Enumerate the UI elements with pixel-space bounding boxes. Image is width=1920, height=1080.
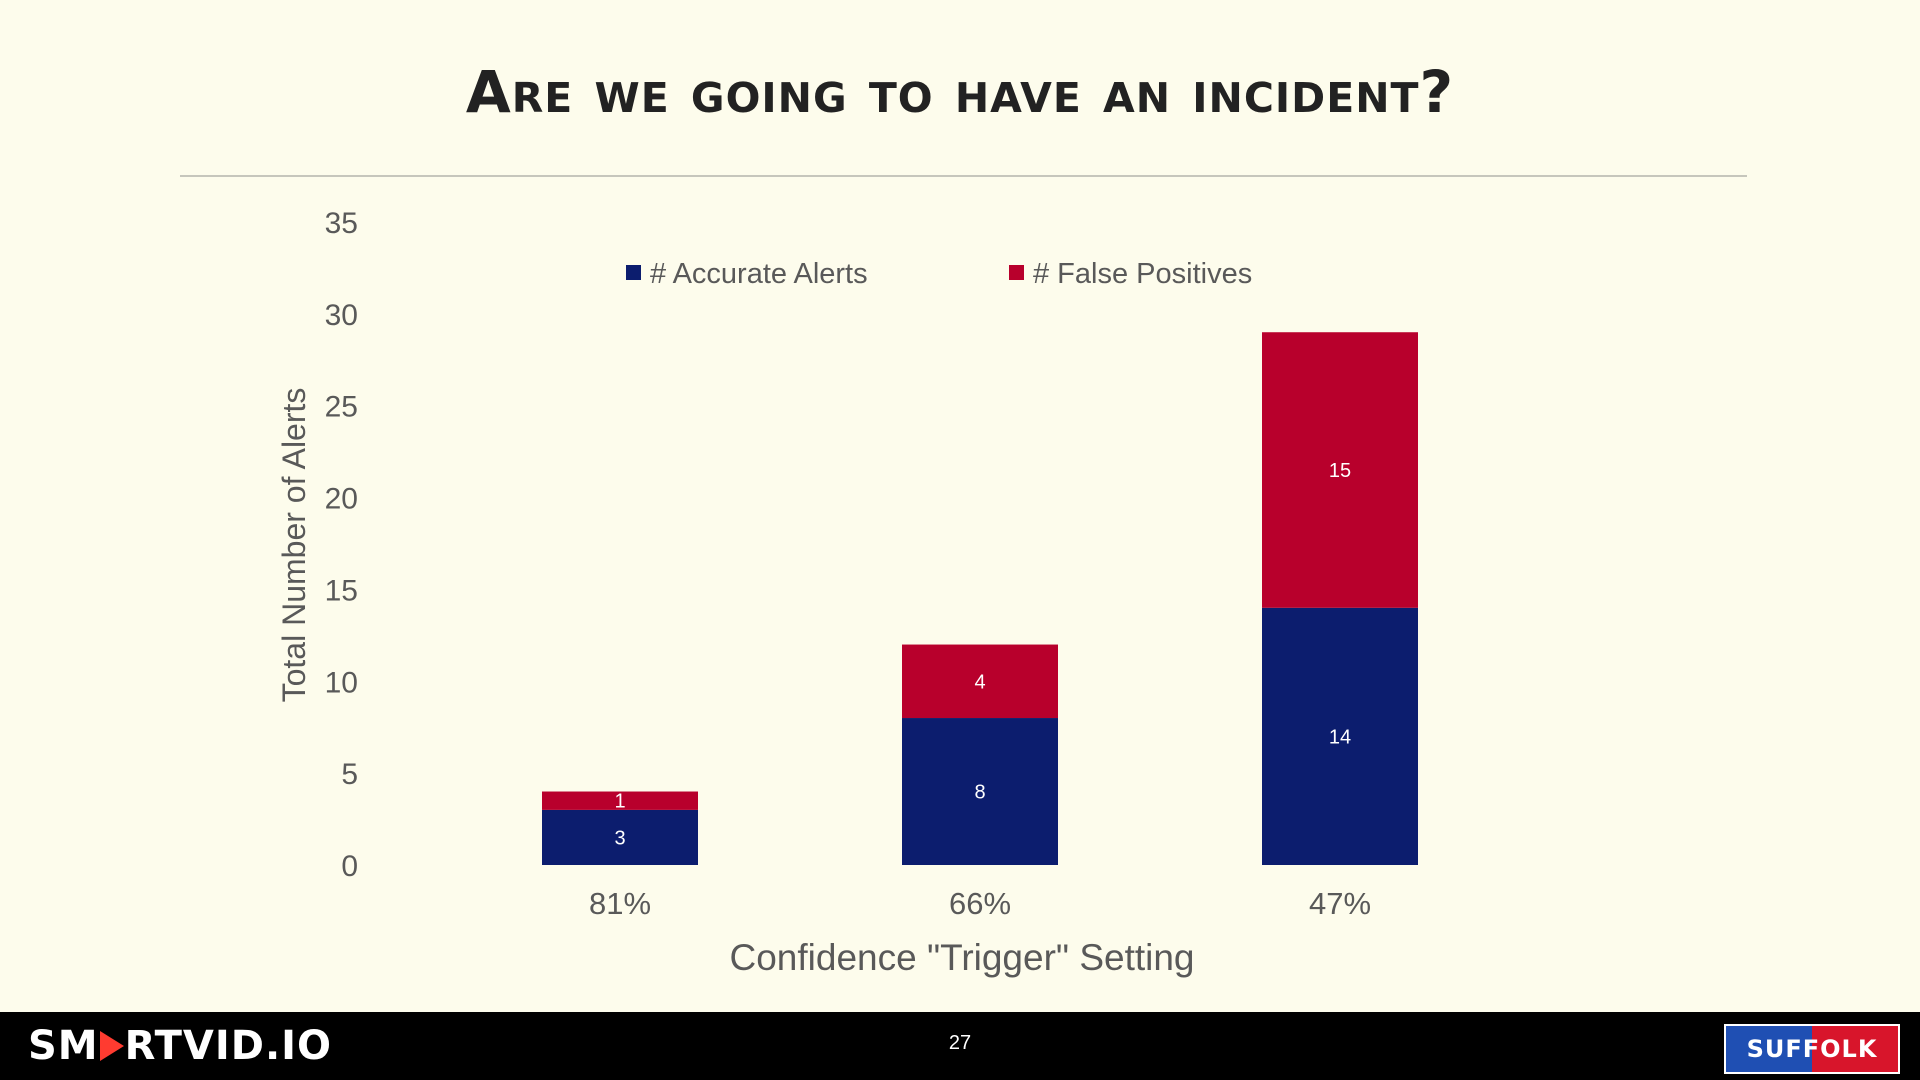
legend-swatch [1009,265,1024,280]
client-logo: SUFFOLK [1724,1024,1900,1074]
y-tick-label: 0 [341,850,358,883]
x-tick-label: 81% [589,886,651,921]
bar-false-positive [1262,332,1418,608]
legend-label: # Accurate Alerts [650,258,868,290]
y-tick-label: 25 [325,391,358,424]
bar-data-label: 1 [614,791,625,813]
y-tick-label: 20 [325,483,358,516]
y-axis-ticks: 0 5 10 15 20 25 30 35 [325,207,358,883]
bar-accurate [1262,607,1418,865]
y-tick-label: 10 [325,666,358,699]
bars: 3 1 8 4 14 15 [542,332,1418,865]
y-axis-label: Total Number of Alerts [276,388,312,703]
y-tick-label: 30 [325,299,358,332]
bar-data-label: 4 [974,671,985,693]
bar-data-label: 14 [1329,726,1351,748]
x-axis-label: Confidence "Trigger" Setting [729,937,1194,978]
x-axis-ticks: 81% 66% 47% [589,886,1371,921]
x-tick-label: 66% [949,886,1011,921]
x-tick-label: 47% [1309,886,1371,921]
bar-data-label: 3 [614,827,625,849]
title-divider [180,175,1747,177]
slide: Are we going to have an incident? 0 5 10 15… [180,58,1747,978]
page-number: 27 [948,1032,972,1054]
bar-false-positive [542,791,698,810]
y-tick-label: 35 [325,207,358,240]
play-icon [99,1031,124,1061]
bar-data-label: 8 [974,782,985,804]
legend-label: # False Positives [1033,258,1252,290]
legend: # Accurate Alerts # False Positives [626,258,1252,290]
legend-swatch [626,265,641,280]
bar-data-label: 15 [1329,460,1351,482]
y-tick-label: 15 [325,574,358,607]
footer: SM RTVID.IO 27 SUFFOLK [0,1012,1920,1080]
slide-title: Are we going to have an incident? [465,58,1455,126]
stacked-bar-chart: 0 5 10 15 20 25 30 35 3 1 8 4 14 15 81% 66% 47% # Accu… [276,207,1418,978]
brand-logo: SM RTVID.IO [28,1023,333,1069]
bar-accurate [542,809,698,865]
y-tick-label: 5 [341,758,358,791]
bar-accurate [902,718,1058,865]
bar-false-positive [902,644,1058,719]
